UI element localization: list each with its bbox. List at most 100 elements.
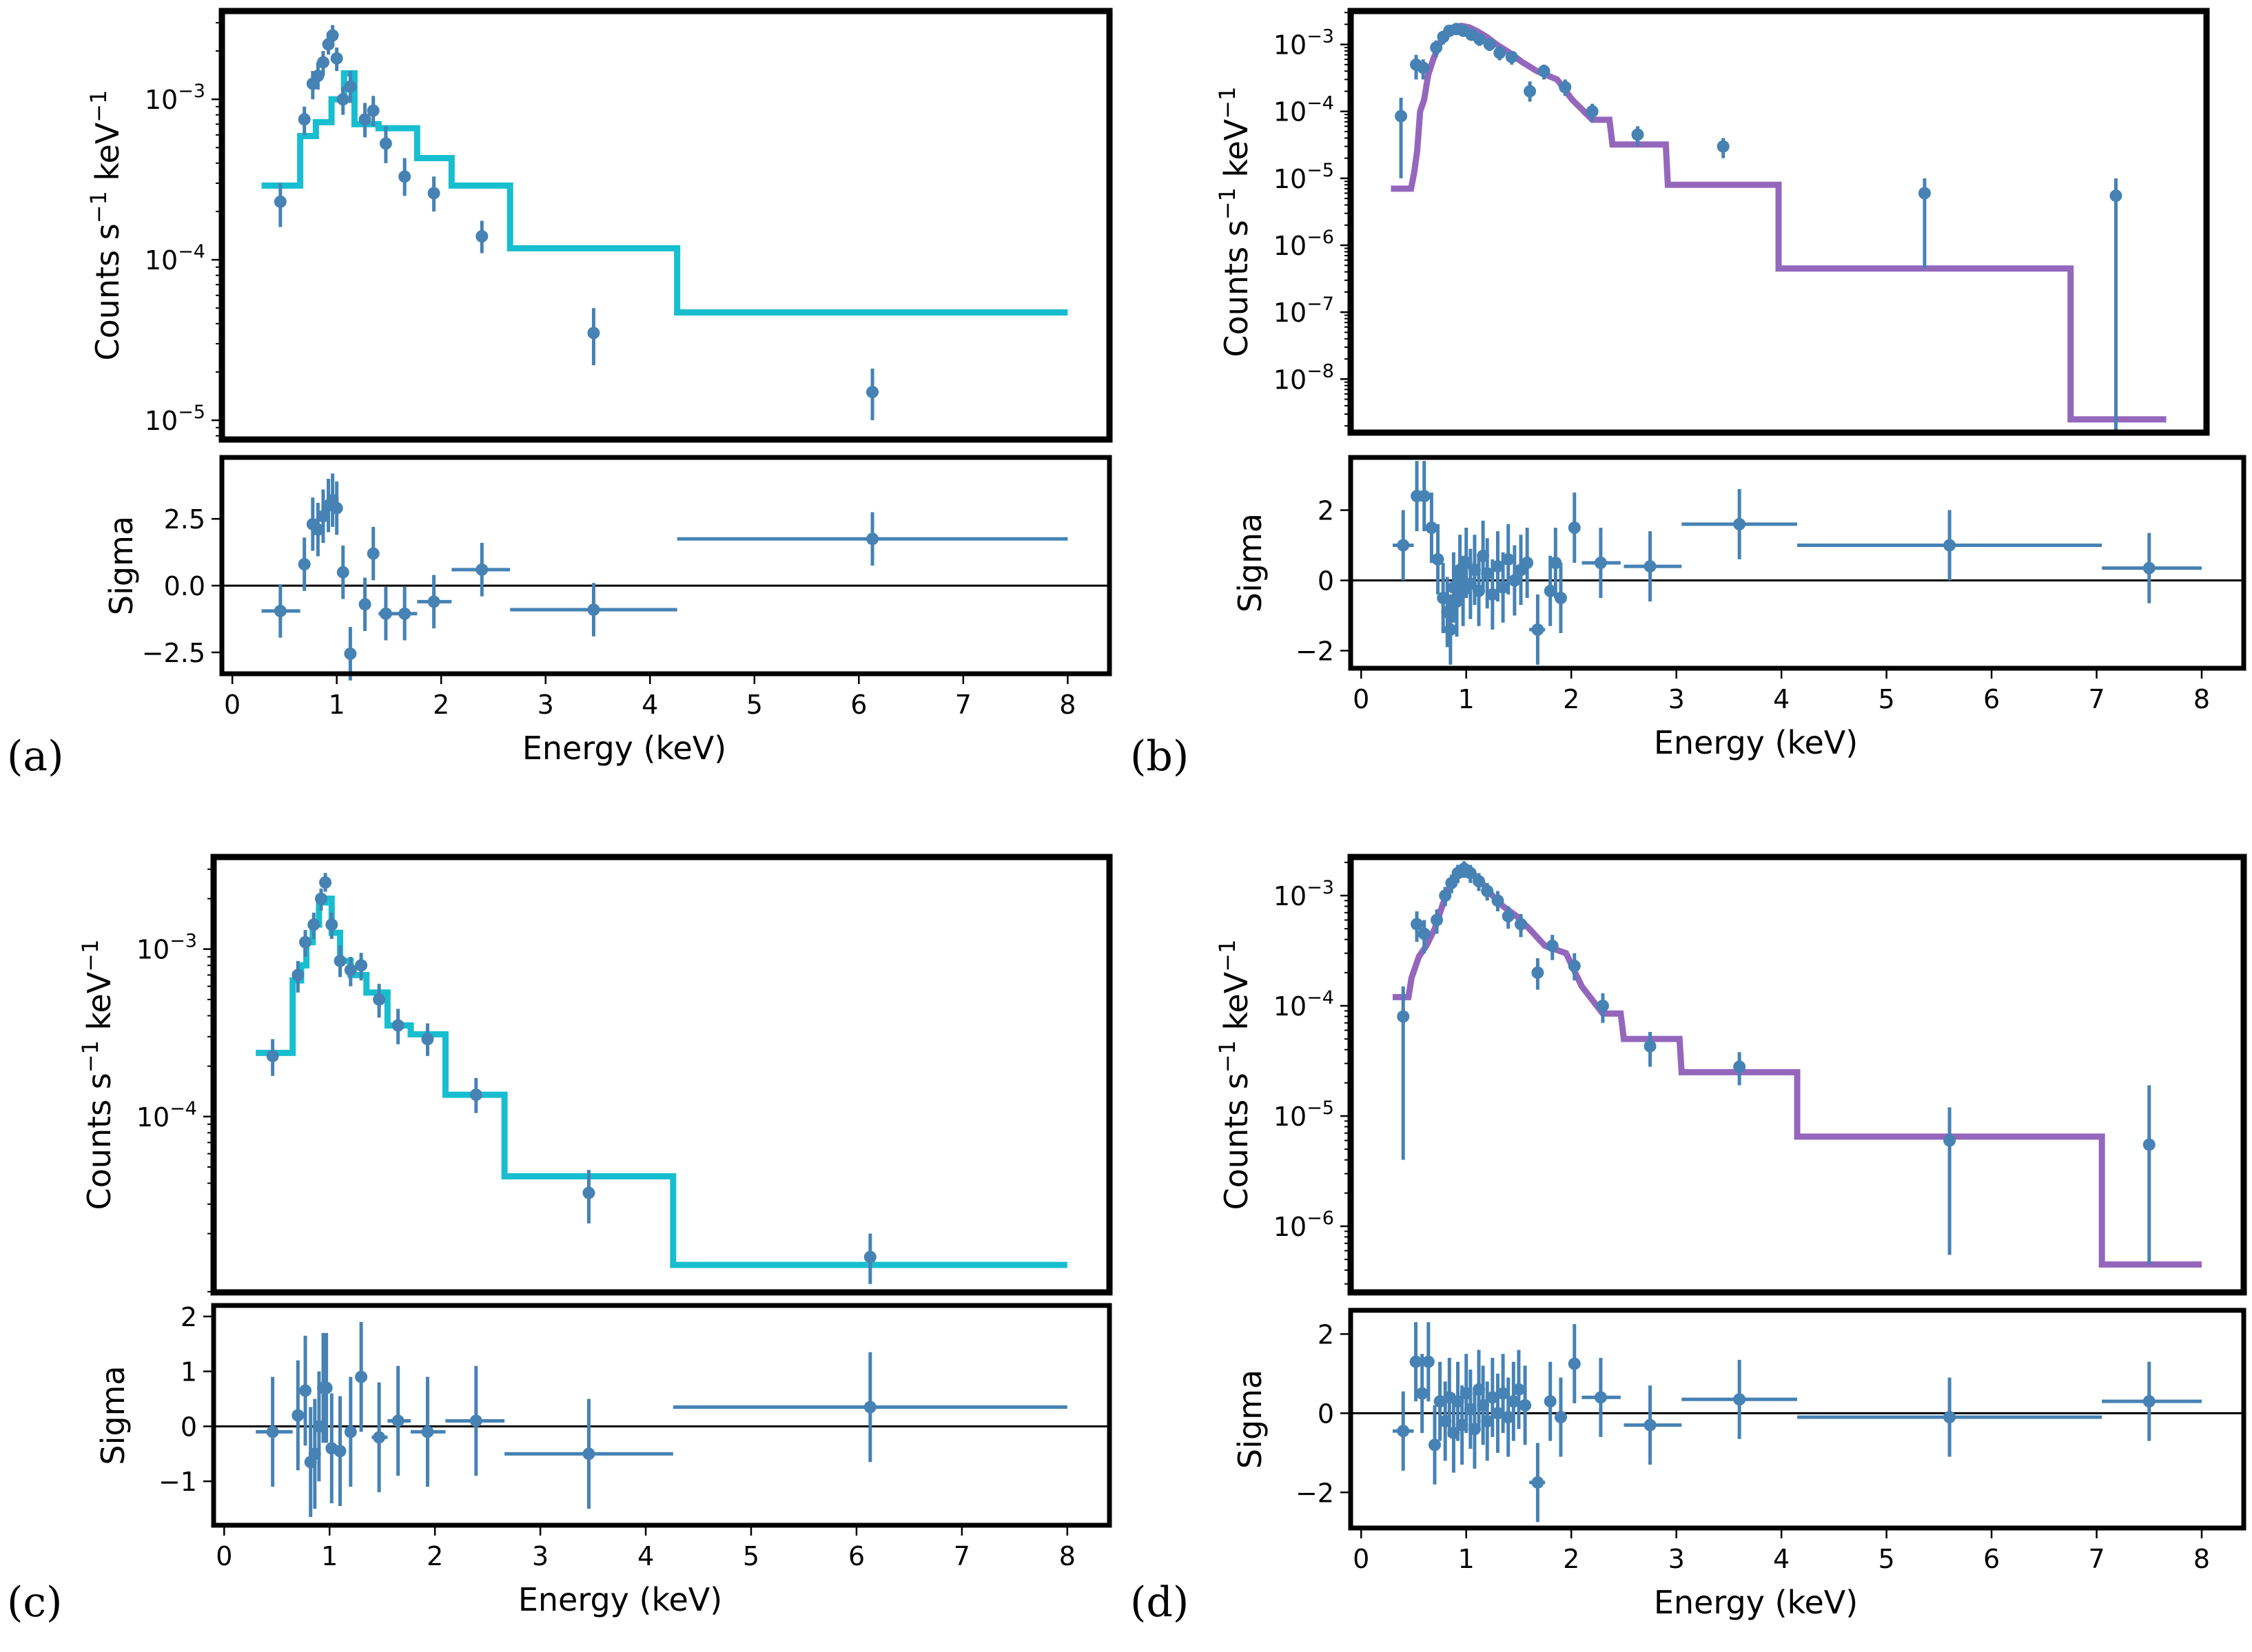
y-tick-label: 10−4 [1273,987,1334,1022]
marker [391,1414,405,1427]
residual-plot-area [222,457,1109,674]
data-point [1430,40,1443,57]
data-point [2142,1085,2156,1265]
y-tick-label: 10−6 [1273,227,1334,261]
residual-point [1392,510,1414,581]
x-tick-label: 8 [2193,684,2210,714]
residual-point [1409,1322,1422,1402]
marker [1433,1395,1446,1408]
residual-point [358,577,371,631]
marker [1631,128,1644,141]
residual-point [336,545,349,599]
marker [2142,1138,2156,1151]
residual-point [371,1382,388,1493]
x-tick-label: 6 [848,1541,865,1571]
data-point [330,48,343,72]
marker [1431,553,1444,566]
x-tick-label: 6 [850,690,867,720]
marker [319,876,332,889]
x-tick-label: 0 [216,1541,232,1571]
main-y-axis-label: Counts s−1 keV−1 [77,940,118,1210]
residual-y-axis-label: Sigma [1231,513,1269,612]
residual-point [330,481,343,535]
residual-point [1568,1324,1581,1404]
marker [1430,41,1443,54]
marker [1733,517,1746,530]
residual-point [417,575,452,629]
marker [298,113,311,126]
marker [1546,939,1559,952]
residual-point [2102,533,2202,603]
marker [1596,1000,1609,1012]
y-tick-label: 10−4 [136,1098,197,1133]
marker [427,187,440,200]
data-point [1531,958,1544,990]
marker [1531,623,1544,636]
residual-point [334,1396,347,1507]
x-tick-label: 1 [329,690,345,720]
marker [866,386,879,399]
marker [358,113,371,126]
residual-frame [219,455,1112,677]
marker [475,563,489,576]
marker [421,1033,434,1046]
main-axes: 10−5 10−4 10−3 Counts s−1 keV−1 [85,8,1113,443]
x-tick-label: 0 [1353,1544,1369,1574]
panel-4: 10−6 10−5 10−4 10−3 Counts s−1 keV−1 −2 0 2 0 1 2 3… [1130,854,2247,1627]
residual-point [2102,1361,2202,1441]
residual-point [1497,552,1510,623]
marker [311,523,325,536]
marker [1505,50,1518,63]
residual-point [1554,563,1567,633]
data-point [2109,178,2122,433]
residual-point [1507,1361,1520,1441]
marker [1594,557,1607,569]
marker [1521,557,1534,569]
data-point [298,106,311,135]
y-tick-label: 10−6 [1273,1208,1334,1242]
marker [344,1425,357,1438]
data-point [1439,887,1452,907]
residual-point [1624,1385,1682,1465]
marker [1486,1391,1499,1404]
main-plot-area [222,11,1109,440]
data-point [311,62,325,90]
marker [1497,1387,1510,1400]
data-point [358,103,371,138]
data-point [1417,59,1430,80]
panel-label: (a) [7,732,64,781]
marker [336,566,349,579]
x-tick-label: 3 [1668,684,1685,714]
residual-point [1568,493,1581,563]
main-frame [1347,854,2247,1296]
residual-point [1502,524,1515,595]
marker [1395,110,1408,123]
marker [330,52,343,65]
residual-point [1529,594,1546,665]
marker [398,607,411,620]
marker [355,1370,368,1383]
marker [1445,876,1458,889]
marker [1644,1418,1657,1432]
x-tick-label: 7 [2088,684,2105,714]
y-tick-label: 10−3 [136,931,197,965]
data-point [421,1023,434,1056]
x-tick-label: 3 [1668,1544,1685,1574]
data-point [1918,178,1931,269]
x-axis-label: Energy (keV) [1654,724,1858,761]
marker [469,1414,482,1427]
main-y-axis-label: Counts s−1 keV−1 [85,90,126,361]
residual-point [320,1332,333,1443]
marker [320,1381,333,1394]
residual-point [1529,1443,1546,1522]
y-tick-label: 10−4 [145,241,205,276]
data-point [469,1077,482,1113]
residual-frame [211,1303,1112,1528]
data-point [379,126,392,163]
marker [326,29,339,42]
x-tick-label: 5 [1879,684,1895,714]
data-point [1411,911,1424,942]
residual-point [1544,555,1557,626]
data-point [1537,64,1550,80]
y-tick-label: −1 [158,1467,197,1497]
